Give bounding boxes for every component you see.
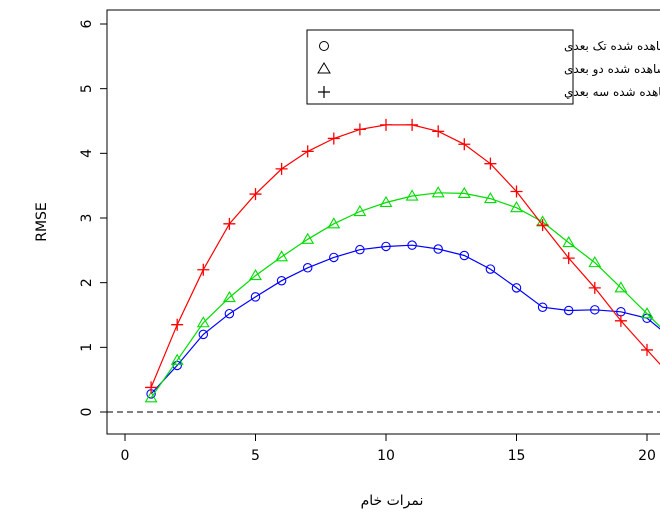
y-tick-label: 3 xyxy=(79,214,95,223)
data-point-plus xyxy=(484,157,497,170)
data-point-plus xyxy=(353,123,366,136)
data-point-triangle xyxy=(562,235,576,248)
data-point-circle xyxy=(459,250,470,261)
data-point-triangle xyxy=(614,281,628,293)
y-tick-label: 5 xyxy=(79,84,95,93)
data-point-triangle xyxy=(275,250,289,262)
data-point-triangle xyxy=(510,201,523,213)
data-point-triangle xyxy=(379,195,393,208)
x-tick-label: 15 xyxy=(508,448,526,464)
x-tick-label: 0 xyxy=(121,448,130,464)
data-point-plus xyxy=(301,145,314,158)
legend-circle-marker xyxy=(319,41,329,51)
data-point-triangle xyxy=(588,256,602,268)
y-tick-label: 4 xyxy=(79,149,95,158)
legend-entry-2: روش نمره مشاهده شده دو بعدی xyxy=(317,62,660,77)
legend-label-2: روش نمره مشاهده شده دو بعدی xyxy=(564,62,660,77)
data-point-triangle xyxy=(640,307,654,319)
series-line xyxy=(150,192,660,399)
x-tick-label: 10 xyxy=(377,448,395,464)
data-point-plus xyxy=(562,252,575,265)
data-point-circle xyxy=(381,241,391,252)
data-point-plus xyxy=(327,132,340,145)
data-point-plus xyxy=(458,138,471,151)
data-point-plus xyxy=(614,314,627,327)
data-point-triangle xyxy=(353,204,367,217)
data-point-triangle xyxy=(457,186,471,198)
data-point-circle xyxy=(276,275,287,286)
x-tick-label: 5 xyxy=(251,448,260,464)
data-point-plus xyxy=(223,217,236,230)
data-point-circle xyxy=(485,264,496,274)
data-point-plus xyxy=(171,318,184,331)
data-point-circle xyxy=(224,308,235,319)
data-point-plus xyxy=(249,188,262,201)
axis-layer: 0 5 10 15 20 0 1 2 3 4 5 6 xyxy=(79,19,656,464)
data-point-plus xyxy=(641,343,653,356)
data-point-plus xyxy=(432,125,445,138)
data-point-plus xyxy=(197,263,210,276)
data-point-circle xyxy=(302,263,313,273)
data-point-triangle xyxy=(301,232,315,244)
y-tick-label: 0 xyxy=(79,408,95,417)
x-axis-title: نمرات خام xyxy=(361,493,424,509)
legend-plus-marker xyxy=(318,86,330,98)
legend-entry-3: روش نمره مشاهده شده سه بعدي xyxy=(318,85,660,100)
y-tick-label: 1 xyxy=(79,343,95,352)
data-point-plus xyxy=(510,185,523,198)
y-tick-label: 6 xyxy=(79,19,95,28)
y-tick-label: 2 xyxy=(79,278,95,287)
data-point-plus xyxy=(145,381,158,394)
legend: روش نمره مشاهده شده تک بعدی روش نمره مشا… xyxy=(306,29,660,105)
data-point-plus xyxy=(588,281,601,294)
y-axis-title: RMSE xyxy=(34,202,50,242)
legend-label-1: روش نمره مشاهده شده تک بعدی xyxy=(564,39,660,54)
data-point-triangle xyxy=(144,391,158,403)
data-point-circle xyxy=(511,283,522,293)
legend-box xyxy=(306,29,574,105)
data-point-circle xyxy=(407,240,417,250)
series-plus xyxy=(145,118,660,394)
x-tick-label: 20 xyxy=(638,448,656,464)
data-point-circle xyxy=(329,252,339,263)
data-point-triangle xyxy=(483,192,497,204)
data-point-triangle xyxy=(249,268,262,281)
data-point-circle xyxy=(355,244,365,255)
data-point-triangle xyxy=(222,290,236,303)
data-point-circle xyxy=(590,305,600,315)
data-point-plus xyxy=(536,219,549,232)
data-point-plus xyxy=(275,162,288,175)
data-point-circle xyxy=(198,329,209,340)
series-line xyxy=(150,244,660,395)
data-point-triangle xyxy=(431,186,445,198)
data-point-circle xyxy=(563,305,574,316)
series-layer xyxy=(144,118,660,403)
data-point-triangle xyxy=(196,316,210,328)
data-point-plus xyxy=(380,118,392,131)
legend-triangle-marker xyxy=(317,62,331,74)
series-circle xyxy=(146,240,660,399)
plot-frame xyxy=(106,9,660,435)
series-triangle xyxy=(144,186,660,403)
data-point-triangle xyxy=(170,353,184,365)
data-point-plus xyxy=(406,118,419,131)
data-point-triangle xyxy=(327,217,341,229)
legend-label-3: روش نمره مشاهده شده سه بعدي xyxy=(564,85,660,100)
data-point-circle xyxy=(537,302,548,312)
data-point-circle xyxy=(250,292,261,302)
legend-entry-1: روش نمره مشاهده شده تک بعدی xyxy=(319,39,660,54)
data-point-circle xyxy=(433,244,443,254)
series-line xyxy=(150,124,660,388)
data-point-triangle xyxy=(405,189,419,201)
